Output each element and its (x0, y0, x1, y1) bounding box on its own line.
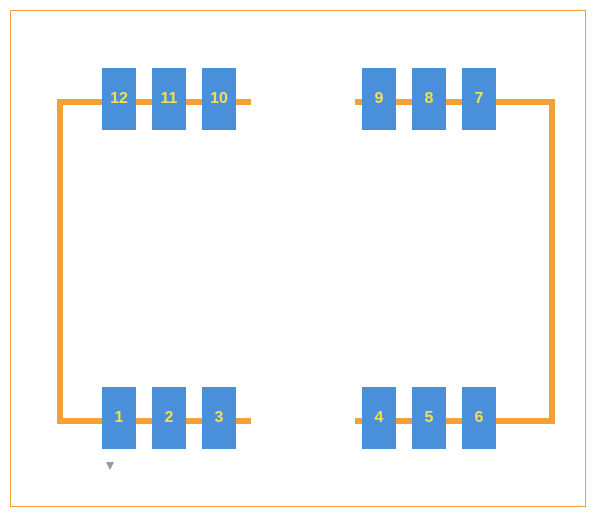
pad-label: 6 (475, 409, 484, 427)
pad-label: 4 (375, 409, 384, 427)
pad-label: 9 (375, 90, 384, 108)
pad-label: 10 (210, 90, 228, 108)
orientation-marker (106, 462, 114, 470)
pad-12: 12 (102, 68, 136, 130)
pad-label: 12 (110, 90, 128, 108)
pad-11: 11 (152, 68, 186, 130)
pad-4: 4 (362, 387, 396, 449)
pad-label: 1 (115, 409, 124, 427)
pad-9: 9 (362, 68, 396, 130)
pad-5: 5 (412, 387, 446, 449)
outline-segment (57, 99, 63, 424)
pad-3: 3 (202, 387, 236, 449)
pad-label: 2 (165, 409, 174, 427)
pad-label: 7 (475, 90, 484, 108)
pad-8: 8 (412, 68, 446, 130)
pad-2: 2 (152, 387, 186, 449)
pad-7: 7 (462, 68, 496, 130)
outline-segment (549, 99, 555, 424)
pad-label: 11 (161, 90, 178, 108)
pad-label: 5 (425, 409, 434, 427)
outer-border (10, 10, 586, 507)
pad-label: 8 (425, 90, 434, 108)
pad-6: 6 (462, 387, 496, 449)
pad-label: 3 (215, 409, 224, 427)
pad-1: 1 (102, 387, 136, 449)
pad-10: 10 (202, 68, 236, 130)
